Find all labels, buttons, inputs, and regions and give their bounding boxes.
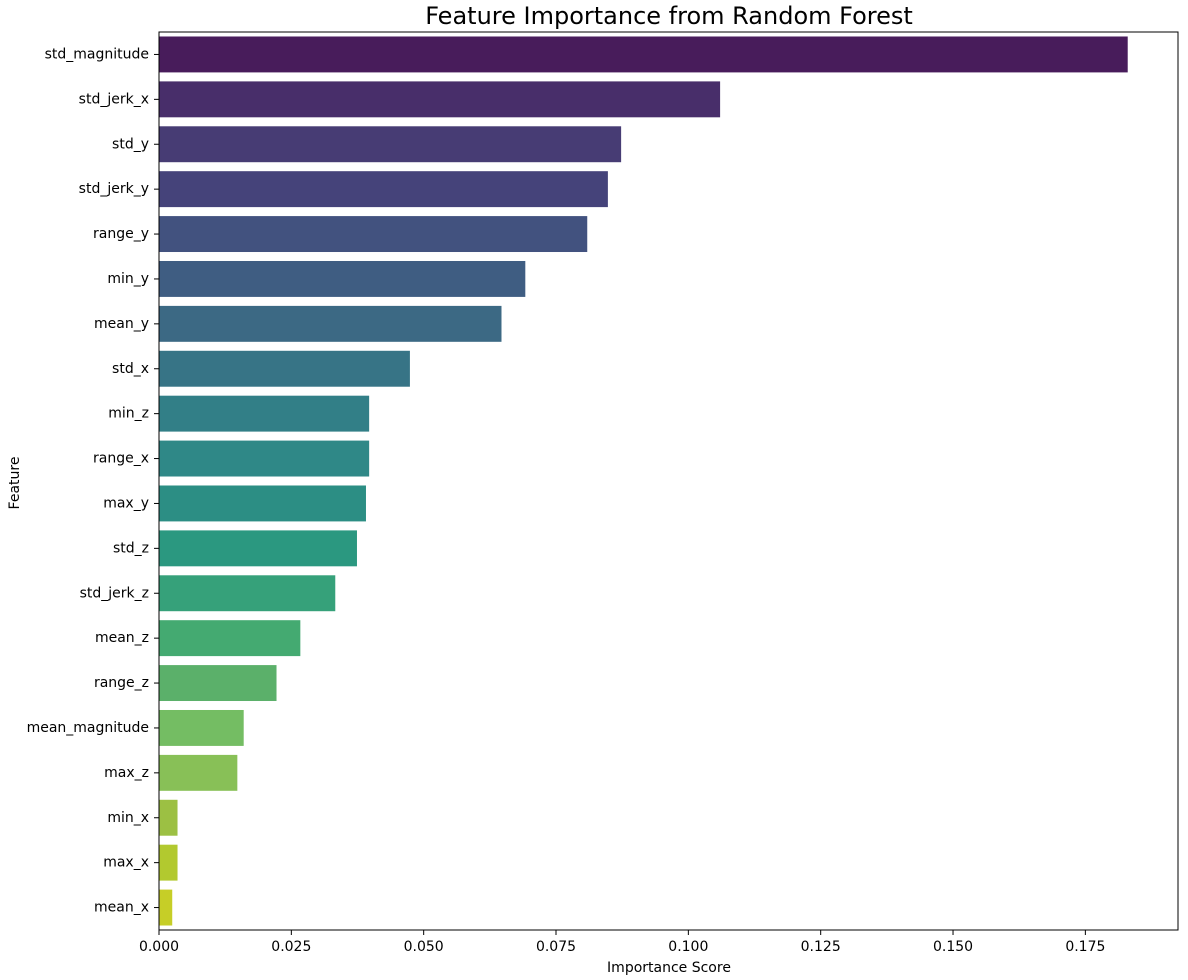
x-tick-group: 0.000 0.025 0.050 0.075 0.100 0.125 0.150 0.175 bbox=[139, 930, 1105, 955]
y-tick-label: min_z bbox=[108, 406, 149, 422]
bar-mean_y bbox=[159, 305, 502, 342]
bar-mean_z bbox=[159, 620, 301, 657]
bar-std_z bbox=[159, 530, 357, 567]
bar-max_y bbox=[159, 485, 366, 522]
y-tick-label: min_y bbox=[107, 271, 149, 287]
x-tick-label: 0.075 bbox=[536, 939, 576, 955]
y-tick-label: std_jerk_y bbox=[79, 181, 149, 197]
x-tick-label: 0.000 bbox=[139, 939, 179, 955]
bar-max_x bbox=[159, 844, 178, 881]
y-tick-label: mean_x bbox=[94, 900, 149, 916]
x-axis-label: Importance Score bbox=[607, 960, 731, 976]
bar-min_x bbox=[159, 799, 178, 836]
bar-range_y bbox=[159, 216, 588, 253]
x-tick-label: 0.050 bbox=[404, 939, 444, 955]
x-tick-label: 0.025 bbox=[271, 939, 311, 955]
chart-title: Feature Importance from Random Forest bbox=[425, 2, 913, 30]
bar-max_z bbox=[159, 754, 238, 791]
y-tick-label: std_jerk_z bbox=[80, 585, 149, 601]
y-tick-label: range_x bbox=[93, 451, 149, 467]
bar-std_jerk_z bbox=[159, 575, 336, 612]
y-tick-label: std_z bbox=[113, 540, 149, 556]
y-tick-label: std_magnitude bbox=[45, 46, 149, 62]
y-tick-label: max_z bbox=[104, 765, 149, 781]
plot-frame bbox=[158, 31, 1179, 931]
y-tick-label: max_y bbox=[103, 495, 149, 511]
y-tick-label: range_z bbox=[94, 675, 149, 691]
bar-range_x bbox=[159, 440, 370, 477]
bar-min_y bbox=[159, 260, 526, 297]
bar-range_z bbox=[159, 665, 277, 702]
y-tick-label: std_jerk_x bbox=[79, 91, 149, 107]
y-tick-label: range_y bbox=[93, 226, 149, 242]
y-axis-label: Feature bbox=[7, 457, 23, 510]
bars-group bbox=[159, 36, 1128, 926]
x-tick-label: 0.150 bbox=[933, 939, 973, 955]
x-tick-label: 0.175 bbox=[1065, 939, 1105, 955]
y-tick-group: std_magnitude std_jerk_x std_y std_jerk_yra… bbox=[27, 46, 159, 916]
x-tick-label: 0.125 bbox=[801, 939, 841, 955]
bar-std_y bbox=[159, 126, 622, 163]
y-tick-label: std_y bbox=[112, 136, 149, 152]
y-tick-label: min_x bbox=[107, 810, 149, 826]
y-tick-label: mean_y bbox=[94, 316, 149, 332]
bar-mean_magnitude bbox=[159, 709, 244, 746]
y-tick-label: mean_magnitude bbox=[27, 720, 149, 736]
y-tick-label: std_x bbox=[112, 361, 149, 377]
bar-std_x bbox=[159, 350, 410, 387]
y-tick-label: max_x bbox=[103, 855, 149, 871]
bar-min_z bbox=[159, 395, 370, 432]
bar-std_jerk_y bbox=[159, 171, 608, 208]
bar-std_magnitude bbox=[159, 36, 1128, 73]
x-tick-label: 0.100 bbox=[668, 939, 708, 955]
y-tick-label: mean_z bbox=[95, 630, 149, 646]
bar-std_jerk_x bbox=[159, 81, 721, 118]
bar-mean_x bbox=[159, 889, 173, 926]
